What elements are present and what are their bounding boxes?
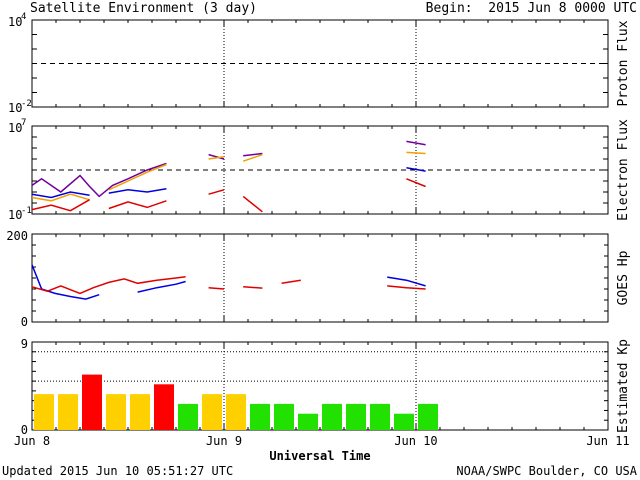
series-line: [32, 141, 454, 196]
x-axis-label: Universal Time: [269, 449, 370, 463]
series-line: [32, 179, 454, 212]
y-tick-label: 9: [21, 337, 28, 351]
kp-bar: [274, 403, 294, 430]
y-tick-label: 4: [21, 12, 26, 22]
chart-title: Satellite Environment (3 day): [30, 1, 257, 16]
series-line: [32, 152, 454, 200]
kp-bar: [82, 374, 102, 430]
y-tick-label: -1: [21, 206, 32, 216]
x-tick-label: Jun 11: [586, 434, 629, 448]
y-tick-label: -2: [21, 99, 32, 109]
y-tick-label: 200: [6, 229, 28, 243]
kp-bar: [298, 413, 318, 430]
kp-bar: [394, 413, 414, 430]
x-tick-label: Jun 9: [206, 434, 242, 448]
y-axis-label: Proton Flux: [616, 20, 631, 106]
series-line: [32, 265, 454, 299]
y-tick-label: 0: [21, 315, 28, 329]
y-axis-label: Estimated Kp: [616, 339, 631, 433]
x-tick-label: Jun 10: [394, 434, 437, 448]
kp-bar: [226, 394, 246, 430]
panel-frame: [31, 233, 609, 323]
y-tick-label: 0: [21, 423, 28, 437]
kp-bar: [154, 384, 174, 430]
y-tick-label: 10: [8, 101, 22, 115]
y-tick-label: 10: [8, 15, 22, 29]
kp-bar: [346, 403, 366, 430]
begin-time: Begin: 2015 Jun 8 0000 UTC: [425, 1, 637, 16]
kp-bar: [418, 403, 438, 430]
series-line: [32, 277, 454, 294]
updated-timestamp: Updated 2015 Jun 10 05:51:27 UTC: [2, 464, 234, 478]
y-axis-label: GOES Hp: [616, 250, 631, 305]
kp-bar: [370, 403, 390, 430]
kp-bar: [250, 403, 270, 430]
y-tick-label: 10: [8, 208, 22, 222]
kp-bar: [178, 403, 198, 430]
y-tick-label: 10: [8, 121, 22, 135]
kp-bar: [106, 394, 126, 430]
kp-bar: [322, 403, 342, 430]
x-tick-label: Jun 8: [14, 434, 50, 448]
kp-bar: [34, 394, 54, 430]
y-tick-label: 7: [21, 118, 26, 128]
kp-bar: [130, 394, 150, 430]
credit-label: NOAA/SWPC Boulder, CO USA: [456, 464, 637, 478]
kp-bar: [58, 394, 78, 430]
y-axis-label: Electron Flux: [616, 119, 631, 221]
kp-bar: [202, 394, 222, 430]
